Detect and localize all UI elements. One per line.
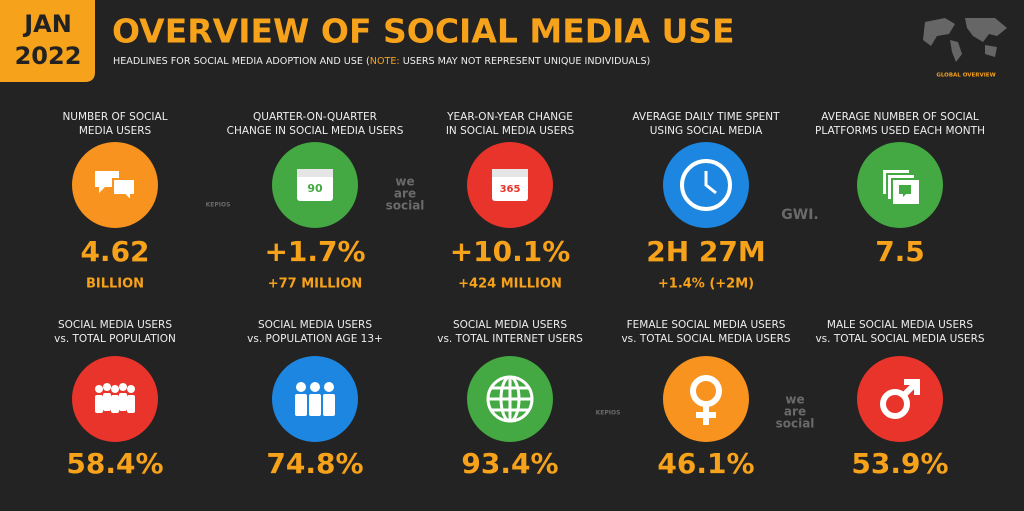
watermark: are: [784, 405, 806, 419]
icon-shape: [111, 385, 119, 393]
icon-shape: [103, 383, 111, 391]
subtitle-start: HEADLINES FOR SOCIAL MEDIA ADOPTION AND …: [113, 56, 370, 67]
stat-label: SOCIAL MEDIA USERS: [258, 319, 372, 331]
subtitle-note: NOTE:: [370, 56, 400, 67]
icon-shape: [119, 393, 127, 411]
stat-label: vs. TOTAL INTERNET USERS: [437, 333, 583, 345]
stat-label: AVERAGE NUMBER OF SOCIAL: [821, 111, 979, 123]
icon-shape: [324, 382, 334, 392]
icon-shape: [310, 382, 320, 392]
icon-shape: [127, 395, 135, 413]
icon-shape: [112, 178, 136, 204]
icon-shape: [309, 394, 321, 416]
stat-value: 4.62: [80, 235, 149, 268]
icon-shape: [323, 394, 335, 416]
stat-value: 46.1%: [657, 447, 754, 480]
stat-sub: +77 MILLION: [268, 277, 363, 292]
icon-shape: [127, 385, 135, 393]
stat-label: MALE SOCIAL MEDIA USERS: [827, 319, 973, 331]
watermark: social: [386, 199, 425, 213]
watermark: KEPIOS: [206, 202, 231, 209]
stat-card: NUMBER OF SOCIAL MEDIA USERS 4.62 BILLION: [62, 111, 167, 292]
stat-card: YEAR-ON-YEAR CHANGE IN SOCIAL MEDIA USERS…: [446, 111, 575, 292]
icon-shape: [880, 389, 910, 419]
stat-card: MALE SOCIAL MEDIA USERS vs. TOTAL SOCIAL …: [815, 319, 984, 480]
world-map: [923, 18, 1007, 62]
stat-card: QUARTER-ON-QUARTER CHANGE IN SOCIAL MEDIA…: [227, 111, 404, 292]
stat-value: 2H 27M: [646, 235, 766, 268]
stat-label: MEDIA USERS: [79, 125, 152, 137]
icon-text: 365: [500, 184, 521, 195]
watermark: GWI.: [781, 207, 818, 223]
stat-label: IN SOCIAL MEDIA USERS: [446, 125, 575, 137]
stat-sub: +1.4% (+2M): [658, 277, 754, 292]
badge: GLOBAL OVERVIEW: [936, 73, 995, 79]
watermark: KEPIOS: [596, 410, 621, 417]
title: OVERVIEW OF SOCIAL MEDIA USE: [112, 12, 735, 51]
stat-sub: +424 MILLION: [458, 277, 562, 292]
stat-value: 53.9%: [851, 447, 948, 480]
stat-card: AVERAGE DAILY TIME SPENT USING SOCIAL MED…: [632, 111, 780, 292]
stat-label: QUARTER-ON-QUARTER: [253, 111, 377, 123]
icon-shape: [488, 377, 532, 421]
date-box: [0, 0, 95, 82]
stat-card: SOCIAL MEDIA USERS vs. TOTAL POPULATION 58…: [54, 319, 176, 480]
icon-shape: [492, 169, 528, 177]
stat-sub: BILLION: [86, 277, 144, 292]
stat-label: FEMALE SOCIAL MEDIA USERS: [627, 319, 786, 331]
stat-value: 58.4%: [66, 447, 163, 480]
icon-shape: [95, 171, 119, 193]
stat-label: USING SOCIAL MEDIA: [650, 125, 763, 137]
icon-shape: [95, 395, 103, 413]
icon-shape: [680, 159, 732, 211]
stat-label: AVERAGE DAILY TIME SPENT: [632, 111, 780, 123]
stat-card: FEMALE SOCIAL MEDIA USERS vs. TOTAL SOCIA…: [621, 319, 790, 480]
stat-label: vs. TOTAL SOCIAL MEDIA USERS: [815, 333, 984, 345]
stat-label: SOCIAL MEDIA USERS: [58, 319, 172, 331]
icon-shape: [119, 383, 127, 391]
watermark: are: [394, 187, 416, 201]
icon-shape: [111, 395, 119, 413]
stat-label: YEAR-ON-YEAR CHANGE: [446, 111, 573, 123]
icon-shape: [704, 171, 717, 195]
stat-label: SOCIAL MEDIA USERS: [453, 319, 567, 331]
stat-label: vs. POPULATION AGE 13+: [247, 333, 383, 345]
stat-value: +1.7%: [264, 235, 365, 268]
stat-value: 74.8%: [266, 447, 363, 480]
stat-value: +10.1%: [450, 235, 571, 268]
icon-shape: [696, 404, 716, 425]
watermark: we: [785, 393, 804, 407]
stat-label: CHANGE IN SOCIAL MEDIA USERS: [227, 125, 404, 137]
stat-value: 7.5: [875, 235, 925, 268]
stat-card: AVERAGE NUMBER OF SOCIAL PLATFORMS USED E…: [815, 111, 985, 268]
stat-label: PLATFORMS USED EACH MONTH: [815, 125, 985, 137]
icon-shape: [901, 379, 920, 398]
watermark: we: [395, 175, 414, 189]
icon-shape: [296, 382, 306, 392]
stat-label: vs. TOTAL SOCIAL MEDIA USERS: [621, 333, 790, 345]
icon-shape: [103, 393, 111, 411]
stat-card: SOCIAL MEDIA USERS vs. POPULATION AGE 13+…: [247, 319, 383, 480]
stat-card: SOCIAL MEDIA USERS vs. TOTAL INTERNET USE…: [437, 319, 583, 480]
subtitle: HEADLINES FOR SOCIAL MEDIA ADOPTION AND …: [113, 56, 650, 67]
watermark: social: [776, 417, 815, 431]
icon-shape: [297, 169, 333, 177]
icon-shape: [899, 185, 911, 197]
subtitle-end: USERS MAY NOT REPRESENT UNIQUE INDIVIDUA…: [400, 56, 651, 67]
icon-shape: [95, 385, 103, 393]
icon-text: 90: [307, 182, 323, 195]
icon-circle: [857, 356, 943, 442]
date-month: JAN: [22, 10, 72, 38]
icon-shape: [295, 394, 307, 416]
icon-circle: [663, 356, 749, 442]
date-year: 2022: [15, 42, 82, 70]
stat-value: 93.4%: [461, 447, 558, 480]
stat-label: NUMBER OF SOCIAL: [62, 111, 167, 123]
stat-label: vs. TOTAL POPULATION: [54, 333, 176, 345]
